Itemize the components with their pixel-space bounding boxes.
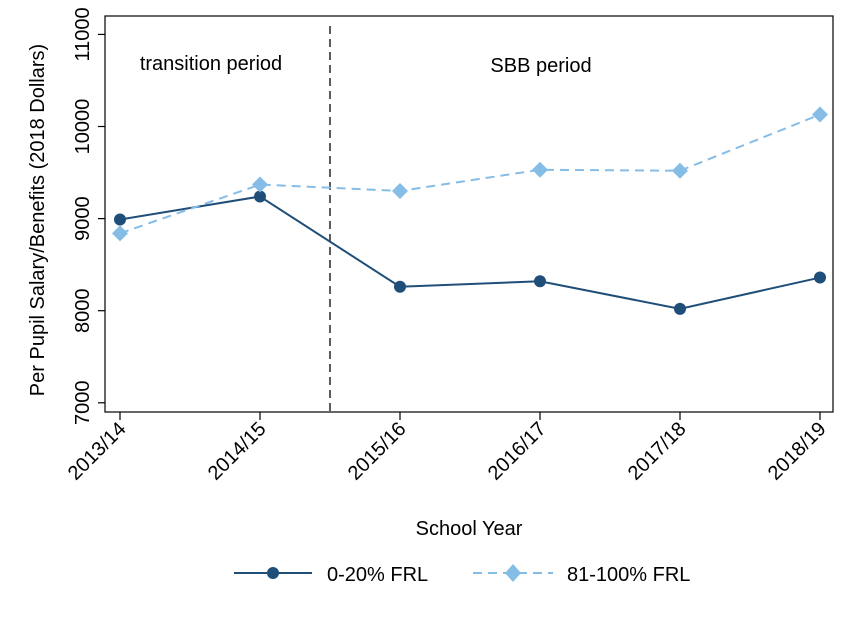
- data-point: [254, 190, 266, 203]
- legend-marker-high-frl: [505, 564, 521, 582]
- data-point: [392, 182, 408, 199]
- data-point: [534, 275, 546, 288]
- y-tick-label: 7000: [72, 381, 94, 426]
- y-axis: 7000 8000 9000 10000 11000: [72, 7, 105, 425]
- x-axis-label: School Year: [416, 518, 523, 540]
- data-point: [532, 161, 548, 178]
- legend-marker-low-frl: [267, 567, 279, 579]
- data-point: [112, 225, 128, 242]
- series-line-1: [119, 113, 821, 235]
- data-point: [394, 280, 406, 293]
- y-tick-label: 11000: [72, 7, 94, 61]
- data-point: [114, 213, 126, 226]
- x-tick-label: 2017/18: [624, 418, 691, 485]
- series-layer: [112, 106, 828, 315]
- series-line-0: [119, 195, 821, 310]
- data-point: [812, 106, 828, 123]
- y-tick-label: 10000: [72, 99, 94, 155]
- annotation-sbb: SBB period: [490, 55, 591, 77]
- x-tick-label: 2016/17: [484, 418, 551, 485]
- x-axis: 2013/14 2014/15 2015/16 2016/17 2017/18 2018/…: [64, 412, 831, 485]
- x-tick-label: 2013/14: [64, 418, 131, 485]
- y-axis-label: Per Pupil Salary/Benefits (2018 Dollars): [27, 44, 49, 396]
- data-point: [672, 162, 688, 179]
- data-point: [252, 176, 268, 193]
- legend: 0-20% FRL 81-100% FRL: [234, 564, 690, 586]
- data-point: [674, 302, 686, 315]
- y-tick-label: 9000: [72, 196, 94, 241]
- data-point: [814, 271, 826, 284]
- plot-frame: [104, 15, 834, 413]
- x-tick-label: 2018/19: [764, 418, 831, 485]
- y-tick-label: 8000: [72, 288, 94, 333]
- legend-label-high-frl: 81-100% FRL: [567, 564, 690, 586]
- x-tick-label: 2015/16: [344, 418, 411, 485]
- annotation-transition: transition period: [140, 53, 282, 75]
- legend-label-low-frl: 0-20% FRL: [327, 564, 428, 586]
- x-tick-label: 2014/15: [204, 418, 271, 485]
